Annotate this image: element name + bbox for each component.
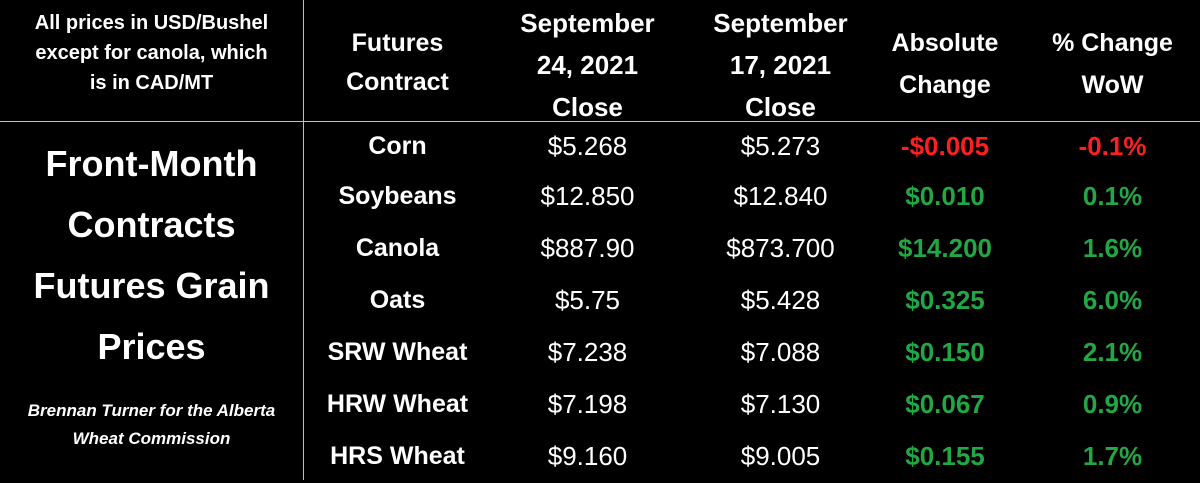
table-row: HRW Wheat $7.198 $7.130 $0.067 0.9% [0, 379, 1200, 431]
table-row: Soybeans $12.850 $12.840 $0.010 0.1% [0, 171, 1200, 223]
absolute-change: $0.010 [905, 181, 985, 211]
credit-text: Brennan Turner for the Alberta [27, 401, 276, 420]
header-line: Absolute [891, 29, 999, 57]
pct-change: 0.1% [1082, 181, 1143, 211]
units-note-line: All prices in USD/Bushel [34, 12, 269, 34]
table-row: Corn $5.268 $5.273 -$0.005 -0.1% [0, 121, 1200, 173]
close-sep24: $12.850 [540, 181, 635, 211]
column-header-sep24-close: September 24, 2021 Close [490, 2, 685, 128]
contract-name: Corn [368, 132, 427, 160]
header-line: WoW [1081, 71, 1144, 99]
column-header-pct-change: % Change WoW [1030, 22, 1195, 106]
title-line: Contracts [67, 204, 236, 245]
contract-name: SRW Wheat [327, 338, 468, 366]
units-note-line: except for canola, which [35, 42, 268, 64]
header-line: September [520, 8, 655, 38]
credit-text: Wheat Commission [72, 429, 231, 448]
absolute-change: -$0.005 [900, 131, 990, 161]
close-sep17: $873.700 [726, 233, 835, 263]
header-line: Change [899, 71, 991, 99]
contract-name: HRS Wheat [330, 442, 465, 470]
table-row: HRS Wheat $9.160 $9.005 $0.155 1.7% [0, 431, 1200, 483]
close-sep24: $5.268 [547, 131, 628, 161]
title-line: Prices [97, 326, 206, 367]
close-sep17: $5.273 [740, 131, 821, 161]
header-line: Futures [351, 29, 444, 57]
pct-change: 1.7% [1082, 441, 1143, 471]
contract-name: Oats [369, 286, 426, 314]
header-line: Close [745, 92, 816, 122]
close-sep24: $7.238 [547, 337, 628, 367]
pct-change: 0.9% [1082, 389, 1143, 419]
close-sep24: $7.198 [547, 389, 628, 419]
title-line: Front-Month [45, 143, 258, 184]
header-line: Close [552, 92, 623, 122]
column-divider [303, 0, 304, 480]
close-sep17: $9.005 [740, 441, 821, 471]
pct-change: 1.6% [1082, 233, 1143, 263]
pct-change: -0.1% [1078, 131, 1147, 161]
absolute-change: $0.325 [905, 285, 985, 315]
close-sep17: $7.088 [740, 337, 821, 367]
close-sep17: $7.130 [740, 389, 821, 419]
title-line: Futures Grain [33, 265, 270, 306]
column-header-sep17-close: September 17, 2021 Close [683, 2, 878, 128]
header-line: Contract [346, 68, 449, 96]
header-line: September [713, 8, 848, 38]
units-note-line: is in CAD/MT [89, 72, 214, 94]
pct-change: 6.0% [1082, 285, 1143, 315]
absolute-change: $0.067 [905, 389, 985, 419]
contract-name: HRW Wheat [326, 390, 469, 418]
close-sep17: $5.428 [740, 285, 821, 315]
header-line: 24, 2021 [536, 50, 639, 80]
close-sep24: $887.90 [540, 233, 635, 263]
table-row: Canola $887.90 $873.700 $14.200 1.6% [0, 223, 1200, 275]
contract-name: Canola [355, 234, 440, 262]
absolute-change: $14.200 [898, 233, 992, 263]
absolute-change: $0.155 [905, 441, 985, 471]
close-sep17: $12.840 [733, 181, 828, 211]
close-sep24: $9.160 [547, 441, 628, 471]
column-header-contract: Futures Contract [310, 24, 485, 102]
header-divider [0, 121, 1200, 122]
table-row: Oats $5.75 $5.428 $0.325 6.0% [0, 275, 1200, 327]
page-title: Front-Month Contracts Futures Grain Pric… [0, 133, 303, 377]
absolute-change: $0.150 [905, 337, 985, 367]
header-line: % Change [1052, 29, 1173, 57]
close-sep24: $5.75 [554, 285, 621, 315]
column-header-absolute-change: Absolute Change [870, 22, 1020, 106]
contract-name: Soybeans [338, 182, 457, 210]
credit-line: Brennan Turner for the Alberta Wheat Com… [0, 397, 303, 453]
pct-change: 2.1% [1082, 337, 1143, 367]
table-row: SRW Wheat $7.238 $7.088 $0.150 2.1% [0, 327, 1200, 379]
units-note: All prices in USD/Bushel except for cano… [0, 8, 303, 98]
header-line: 17, 2021 [729, 50, 832, 80]
